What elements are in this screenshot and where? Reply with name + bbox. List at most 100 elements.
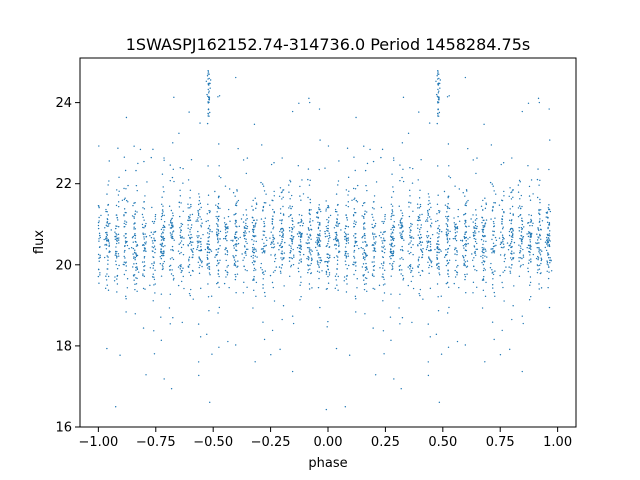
data-point <box>154 251 156 254</box>
data-point <box>511 250 513 252</box>
data-point <box>108 242 110 244</box>
data-point <box>362 216 365 218</box>
data-point <box>173 239 175 241</box>
data-point <box>382 267 384 269</box>
data-point <box>366 290 368 292</box>
data-point <box>384 218 386 220</box>
data-point <box>209 210 211 212</box>
data-point <box>372 236 375 238</box>
data-point <box>351 199 353 202</box>
data-point <box>437 227 439 229</box>
data-point <box>381 250 384 253</box>
data-point <box>207 194 210 196</box>
data-point <box>529 235 531 237</box>
data-point <box>402 258 404 261</box>
data-point <box>519 245 522 247</box>
data-point <box>153 222 155 225</box>
data-point <box>539 209 542 211</box>
data-point <box>154 248 157 250</box>
data-point <box>245 224 247 227</box>
data-point <box>527 270 530 273</box>
data-point <box>143 261 146 263</box>
data-point <box>172 274 174 277</box>
data-point <box>154 215 156 218</box>
data-point <box>399 249 402 251</box>
data-point <box>447 143 450 145</box>
data-point <box>328 272 331 274</box>
data-point <box>263 273 265 276</box>
data-point <box>399 220 402 222</box>
data-point <box>373 255 375 258</box>
data-point <box>366 244 368 247</box>
data-point <box>283 285 285 287</box>
data-point <box>438 268 440 270</box>
data-point <box>260 248 263 250</box>
data-point <box>348 264 350 267</box>
data-point <box>317 227 320 230</box>
data-point <box>373 257 375 259</box>
data-point <box>363 233 366 235</box>
data-point <box>117 205 120 208</box>
data-point <box>520 247 522 249</box>
data-point <box>390 228 392 231</box>
data-point <box>224 253 227 255</box>
data-point <box>354 223 357 226</box>
data-point <box>115 214 118 216</box>
data-point <box>365 254 367 256</box>
data-point <box>262 284 264 286</box>
data-point <box>189 197 191 199</box>
data-point <box>252 209 254 211</box>
data-point <box>437 108 439 111</box>
data-point <box>113 280 116 282</box>
data-point <box>428 208 431 211</box>
data-point <box>273 195 275 197</box>
data-point <box>216 217 219 220</box>
data-point <box>337 225 339 227</box>
data-point <box>491 238 493 241</box>
data-point <box>144 233 146 235</box>
data-point <box>456 340 459 343</box>
data-point <box>483 267 485 270</box>
data-point <box>319 223 321 225</box>
data-point <box>380 206 383 209</box>
data-point <box>538 251 540 253</box>
data-point <box>282 214 285 216</box>
data-point <box>210 250 213 252</box>
data-point <box>179 234 181 237</box>
data-point <box>116 250 118 253</box>
data-point <box>125 116 128 119</box>
chart-title: 1SWASPJ162152.74-314736.0 Period 1458284… <box>126 35 531 54</box>
data-point <box>159 243 162 246</box>
data-point <box>291 242 293 245</box>
data-point <box>372 287 374 290</box>
data-point <box>521 220 524 222</box>
data-point <box>216 233 218 236</box>
data-point <box>224 248 226 251</box>
data-point <box>290 234 293 237</box>
data-point <box>318 277 320 280</box>
data-point <box>261 269 263 271</box>
data-point <box>300 241 302 243</box>
data-point <box>438 262 440 265</box>
data-point <box>307 178 309 181</box>
data-point <box>177 284 180 287</box>
data-point <box>436 213 438 215</box>
data-point <box>150 236 153 239</box>
data-point <box>521 241 523 243</box>
data-point <box>173 180 175 183</box>
data-point <box>494 236 497 239</box>
data-point <box>548 234 550 236</box>
data-point <box>99 236 102 239</box>
data-point <box>390 233 392 235</box>
data-point <box>327 224 329 227</box>
data-point <box>374 374 377 376</box>
data-point <box>293 254 295 256</box>
data-point <box>196 246 199 249</box>
data-point <box>446 234 449 236</box>
data-point <box>371 207 374 209</box>
data-point <box>354 211 356 214</box>
data-point <box>518 205 521 207</box>
data-point <box>235 225 237 227</box>
data-point <box>380 156 382 159</box>
data-point <box>218 275 220 278</box>
